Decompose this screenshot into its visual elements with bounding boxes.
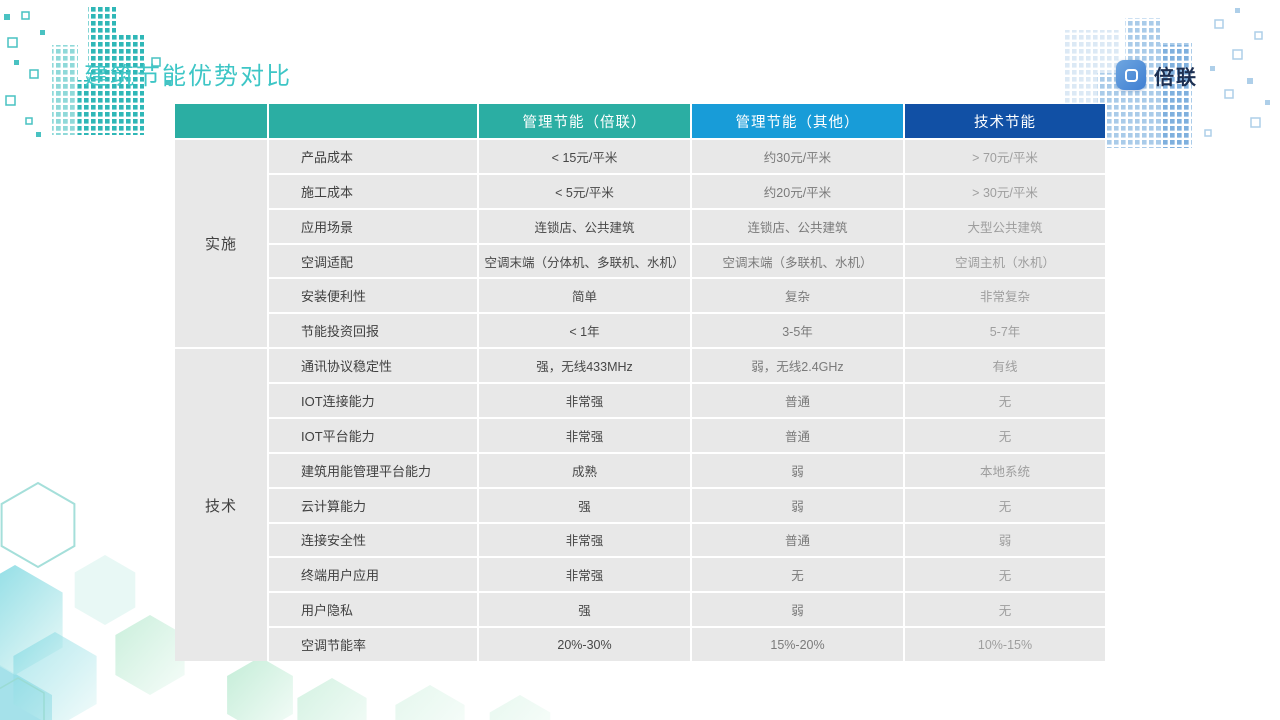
cell-beilian: 强: [479, 488, 690, 522]
cell-other: 无: [692, 558, 903, 592]
cell-beilian: 20%-30%: [479, 628, 690, 661]
cell-tech: 无: [905, 488, 1105, 522]
cell-beilian: < 1年: [479, 314, 690, 348]
cell-other: 弱: [692, 593, 903, 627]
cell-beilian: 空调末端（分体机、多联机、水机）: [479, 244, 690, 278]
row-label: 终端用户应用: [269, 558, 477, 592]
header-cell-other: 管理节能（其他）: [692, 104, 903, 138]
row-label: 施工成本: [269, 174, 477, 208]
cell-other: 弱，无线2.4GHz: [692, 349, 903, 383]
cell-beilian: 强: [479, 593, 690, 627]
brand-logo-icon: [1116, 60, 1146, 90]
cell-beilian: 成熟: [479, 453, 690, 487]
cell-beilian: 连锁店、公共建筑: [479, 209, 690, 243]
row-label: 产品成本: [269, 140, 477, 173]
cell-other: 普通: [692, 384, 903, 417]
cell-beilian: 强，无线433MHz: [479, 349, 690, 383]
cell-beilian: 非常强: [479, 418, 690, 452]
cell-beilian: < 15元/平米: [479, 140, 690, 173]
comparison-table: 管理节能（倍联） 管理节能（其他） 技术节能 实施 技术 产品成本 < 15元/…: [175, 104, 1105, 661]
cell-beilian: 非常强: [479, 384, 690, 417]
cell-other: 普通: [692, 418, 903, 452]
cell-tech: 弱: [905, 523, 1105, 557]
group-cell-implementation: 实施: [175, 140, 267, 348]
cell-beilian: < 5元/平米: [479, 174, 690, 208]
cell-tech: 有线: [905, 349, 1105, 383]
row-label: IOT平台能力: [269, 418, 477, 452]
brand-logo-text: 倍联: [1154, 66, 1198, 89]
header-cell-criteria: [269, 104, 477, 138]
row-label: 应用场景: [269, 209, 477, 243]
cell-tech: 空调主机（水机）: [905, 244, 1105, 278]
row-label: 节能投资回报: [269, 314, 477, 348]
row-label: 空调适配: [269, 244, 477, 278]
cell-tech: 无: [905, 418, 1105, 452]
row-label: 连接安全性: [269, 523, 477, 557]
cell-other: 约30元/平米: [692, 140, 903, 173]
row-label: 建筑用能管理平台能力: [269, 453, 477, 487]
cell-beilian: 非常强: [479, 523, 690, 557]
cell-other: 15%-20%: [692, 628, 903, 661]
row-label: 云计算能力: [269, 488, 477, 522]
cell-other: 普通: [692, 523, 903, 557]
header-cell-tech: 技术节能: [905, 104, 1105, 138]
cell-tech: 大型公共建筑: [905, 209, 1105, 243]
header-cell-group: [175, 104, 267, 138]
cell-other: 约20元/平米: [692, 174, 903, 208]
brand-logo-icon-inner-square: [1124, 68, 1138, 82]
cell-tech: 无: [905, 384, 1105, 417]
brand-logo: 倍联: [1116, 57, 1198, 93]
cell-other: 复杂: [692, 279, 903, 313]
group-cell-technology: 技术: [175, 349, 267, 661]
cell-tech: 无: [905, 593, 1105, 627]
cell-other: 连锁店、公共建筑: [692, 209, 903, 243]
cell-tech: 非常复杂: [905, 279, 1105, 313]
cell-other: 3-5年: [692, 314, 903, 348]
cell-tech: 10%-15%: [905, 628, 1105, 661]
cell-beilian: 简单: [479, 279, 690, 313]
cell-tech: 本地系统: [905, 453, 1105, 487]
row-label: 空调节能率: [269, 628, 477, 661]
row-label: 用户隐私: [269, 593, 477, 627]
row-label: IOT连接能力: [269, 384, 477, 417]
cell-tech: > 70元/平米: [905, 140, 1105, 173]
cell-tech: 无: [905, 558, 1105, 592]
cell-tech: > 30元/平米: [905, 174, 1105, 208]
row-label: 安装便利性: [269, 279, 477, 313]
cell-other: 空调末端（多联机、水机）: [692, 244, 903, 278]
row-label: 通讯协议稳定性: [269, 349, 477, 383]
cell-other: 弱: [692, 488, 903, 522]
page-title: 建筑节能优势对比: [84, 63, 292, 90]
header-cell-beilian: 管理节能（倍联）: [479, 104, 690, 138]
cell-tech: 5-7年: [905, 314, 1105, 348]
cell-beilian: 非常强: [479, 558, 690, 592]
cell-other: 弱: [692, 453, 903, 487]
